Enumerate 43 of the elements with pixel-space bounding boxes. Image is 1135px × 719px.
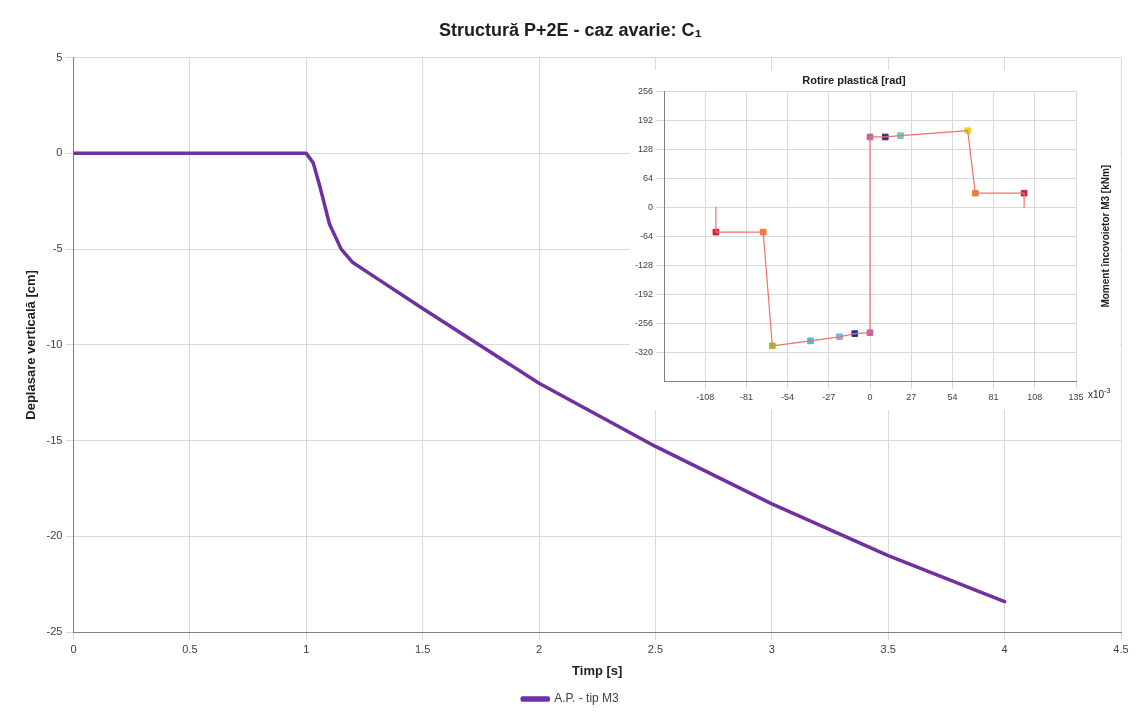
x-tick-label: 0: [867, 392, 873, 403]
x-tick-label: 2.5: [647, 642, 664, 655]
y-tick-label: 0: [56, 146, 63, 159]
y-tick-label: 0: [648, 201, 654, 212]
y-tick-label: 128: [637, 143, 654, 154]
legend-label: A.P. - tip M3: [554, 691, 620, 706]
y-tick-label: -192: [635, 288, 654, 299]
y-tick-label: -25: [46, 625, 63, 638]
x-tick-label: 3.5: [880, 642, 896, 655]
y-tick-label: -15: [46, 433, 63, 446]
x-tick-label: -27: [822, 392, 836, 403]
x-tick-label: 81: [988, 392, 999, 403]
x-tick-label: 54: [947, 392, 958, 403]
x-tick-label: -54: [781, 392, 795, 403]
y-tick-label: -128: [635, 259, 654, 270]
y-axis-title: Moment încovoietor M3 [kNm]: [1099, 164, 1111, 308]
y-tick-label: 192: [637, 114, 654, 125]
x-tick-label: 27: [906, 392, 917, 403]
y-tick-label: -5: [52, 242, 63, 255]
x-tick-label: 2: [535, 642, 543, 655]
x-tick-label: -81: [739, 392, 753, 403]
x-tick-label: 1.5: [415, 642, 431, 655]
chart-title: Rotire plastică [rad]: [802, 73, 906, 86]
x-tick-label: 3: [768, 642, 775, 655]
y-tick-label: -20: [46, 529, 63, 542]
x-tick-label: 4: [1001, 642, 1008, 655]
x-tick-label: 0.5: [182, 642, 198, 655]
x-axis-title: Timp [s]: [572, 662, 623, 678]
x-tick-label: 135: [1068, 392, 1084, 403]
x-tick-label: 1: [303, 642, 310, 655]
x-tick-label: 108: [1027, 392, 1043, 403]
x-tick-label: 0: [70, 642, 77, 655]
y-tick-label: -256: [635, 317, 654, 328]
y-tick-label: 5: [56, 50, 63, 63]
y-tick-label: 64: [643, 172, 654, 183]
x-tick-label: 4.5: [1113, 642, 1129, 655]
x-tick-label: -108: [696, 392, 715, 403]
chart-title: Structură P+2E - caz avarie: C₁: [438, 19, 703, 40]
y-tick-label: -10: [46, 337, 63, 350]
y-tick-label: -64: [640, 230, 654, 241]
y-tick-label: 256: [637, 85, 654, 96]
y-tick-label: -320: [635, 346, 654, 357]
y-axis-title: Deplasare verticală [cm]: [23, 270, 39, 420]
